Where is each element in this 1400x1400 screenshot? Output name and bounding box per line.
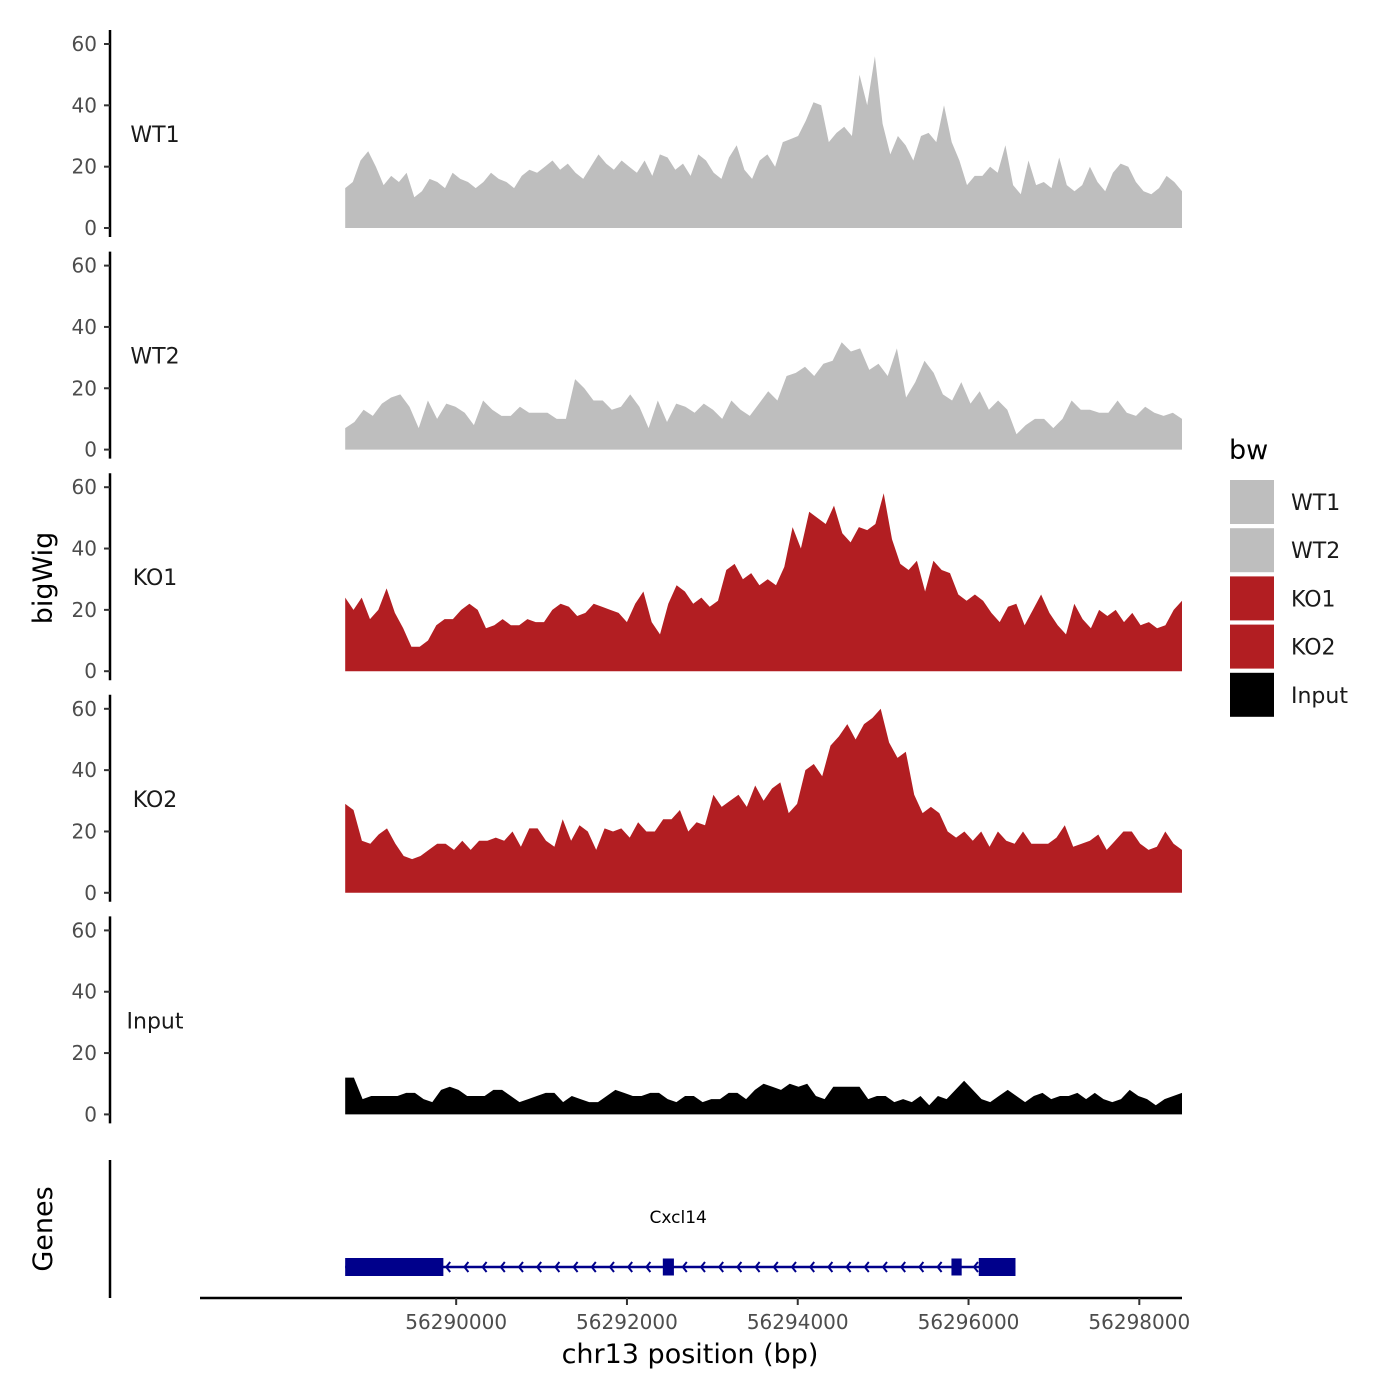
legend-swatch-input (1230, 672, 1274, 717)
strand-arrow (772, 1261, 779, 1273)
track-label: WT2 (130, 345, 179, 370)
strand-arrow (626, 1261, 633, 1273)
x-tick-label: 56292000 (576, 1310, 678, 1334)
gene-utr-block (345, 1258, 444, 1276)
strand-arrow (754, 1261, 761, 1273)
y-axis-title: bigWig (28, 532, 59, 625)
y-tick-label: 40 (72, 537, 97, 561)
genes-panel: Genes Cxcl14 (28, 1160, 1016, 1298)
strand-arrow (481, 1261, 488, 1273)
y-tick-label: 20 (72, 376, 97, 400)
x-axis-title: chr13 position (bp) (562, 1339, 819, 1370)
y-tick-label: 40 (72, 980, 97, 1004)
strand-arrow (499, 1261, 506, 1273)
gene-model (345, 1258, 1016, 1276)
track-ko2: 0 20 40 60 KO2 (72, 694, 1182, 905)
x-tick-label: 56290000 (405, 1310, 507, 1334)
legend-swatch-wt1 (1230, 480, 1274, 524)
gene-label: Cxcl14 (650, 1208, 707, 1228)
coverage-tracks: 0 20 40 60 WT1 0 20 40 60 WT2 0 20 40 60 KO1 0 20 40 60 KO2… (72, 30, 1182, 1126)
legend-label-input: Input (1291, 684, 1348, 709)
track-ko1: 0 20 40 60 KO1 (72, 473, 1182, 683)
strand-arrow (899, 1261, 906, 1273)
track-wt1: 0 20 40 60 WT1 (72, 30, 1182, 240)
coverage-area-wt2 (345, 342, 1182, 450)
y-tick-label: 20 (72, 598, 97, 622)
strand-arrow (936, 1261, 943, 1273)
strand-arrow (863, 1261, 870, 1273)
strand-arrow (918, 1261, 925, 1273)
strand-arrow (463, 1261, 470, 1273)
legend-label-wt1: WT1 (1291, 491, 1340, 516)
legend-label-ko2: KO2 (1291, 636, 1336, 661)
legend-swatch-wt2 (1230, 528, 1274, 573)
y-tick-label: 40 (72, 758, 97, 782)
x-tick-label: 56296000 (918, 1310, 1020, 1334)
y-tick-label: 60 (72, 254, 97, 278)
y-tick-label: 40 (72, 93, 97, 117)
track-label: KO1 (133, 566, 178, 591)
y-tick-label: 0 (84, 881, 97, 905)
y-tick-label: 60 (72, 918, 97, 942)
y-tick-label: 20 (72, 155, 97, 179)
strand-arrow (535, 1261, 542, 1273)
strand-arrow (608, 1261, 615, 1273)
strand-arrow (717, 1261, 724, 1273)
legend-label-ko1: KO1 (1291, 587, 1336, 612)
y-tick-label: 0 (84, 1102, 97, 1126)
y-tick-label: 60 (72, 697, 97, 721)
y-tick-label: 0 (84, 659, 97, 683)
strand-arrow (881, 1261, 888, 1273)
gene-exon (662, 1258, 674, 1276)
legend-title: bw (1229, 435, 1268, 466)
coverage-area-wt1 (345, 56, 1182, 228)
y-tick-label: 0 (84, 438, 97, 462)
legend-swatch-ko2 (1230, 624, 1274, 669)
legend-swatch-ko1 (1230, 576, 1274, 621)
strand-arrow (444, 1261, 451, 1273)
track-wt2: 0 20 40 60 WT2 (72, 251, 1182, 462)
genes-axis-title: Genes (28, 1186, 59, 1271)
coverage-area-ko2 (345, 708, 1182, 893)
track-input: 0 20 40 60 Input (72, 916, 1182, 1126)
gene-exon (951, 1258, 962, 1276)
y-tick-label: 20 (72, 1041, 97, 1065)
strand-arrow (590, 1261, 597, 1273)
strand-arrow (972, 1261, 979, 1273)
y-tick-label: 40 (72, 315, 97, 339)
strand-arrow (572, 1261, 579, 1273)
x-tick-label: 56294000 (747, 1310, 849, 1334)
strand-arrow (699, 1261, 706, 1273)
x-axis: 56290000 56292000 56294000 56296000 56298000 (200, 1296, 1190, 1334)
strand-arrow (808, 1261, 815, 1273)
strand-arrow (736, 1261, 743, 1273)
y-tick-label: 20 (72, 819, 97, 843)
gene-utr-block (978, 1258, 1016, 1276)
legend-label-wt2: WT2 (1291, 539, 1340, 564)
y-tick-label: 60 (72, 32, 97, 56)
track-label: Input (127, 1009, 184, 1034)
track-label: KO2 (133, 788, 178, 813)
legend: bw WT1 WT2 KO1 KO2 Input (1229, 435, 1348, 717)
coverage-area-ko1 (345, 493, 1182, 672)
coverage-area-input (345, 1077, 1182, 1115)
strand-arrow (681, 1261, 688, 1273)
strand-arrow (645, 1261, 652, 1273)
strand-arrow (517, 1261, 524, 1273)
x-tick-label: 56298000 (1088, 1310, 1190, 1334)
strand-arrow (827, 1261, 834, 1273)
strand-arrow (790, 1261, 797, 1273)
y-tick-label: 0 (84, 216, 97, 240)
track-label: WT1 (130, 123, 179, 148)
strand-arrow (845, 1261, 852, 1273)
y-tick-label: 60 (72, 475, 97, 499)
strand-arrow (554, 1261, 561, 1273)
